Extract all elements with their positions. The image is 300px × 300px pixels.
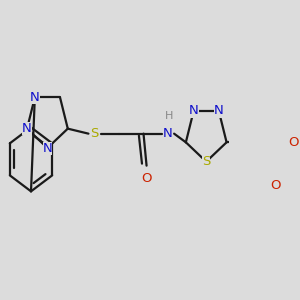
Text: O: O [289,136,299,149]
Text: N: N [22,122,32,135]
Text: N: N [214,104,224,118]
Text: N: N [189,104,199,118]
Text: N: N [43,142,52,154]
Text: N: N [30,91,40,104]
Text: H: H [165,111,174,121]
Text: O: O [141,172,152,185]
Text: S: S [202,155,210,168]
Text: O: O [270,179,281,192]
Text: S: S [90,127,99,140]
Text: N: N [163,127,173,140]
